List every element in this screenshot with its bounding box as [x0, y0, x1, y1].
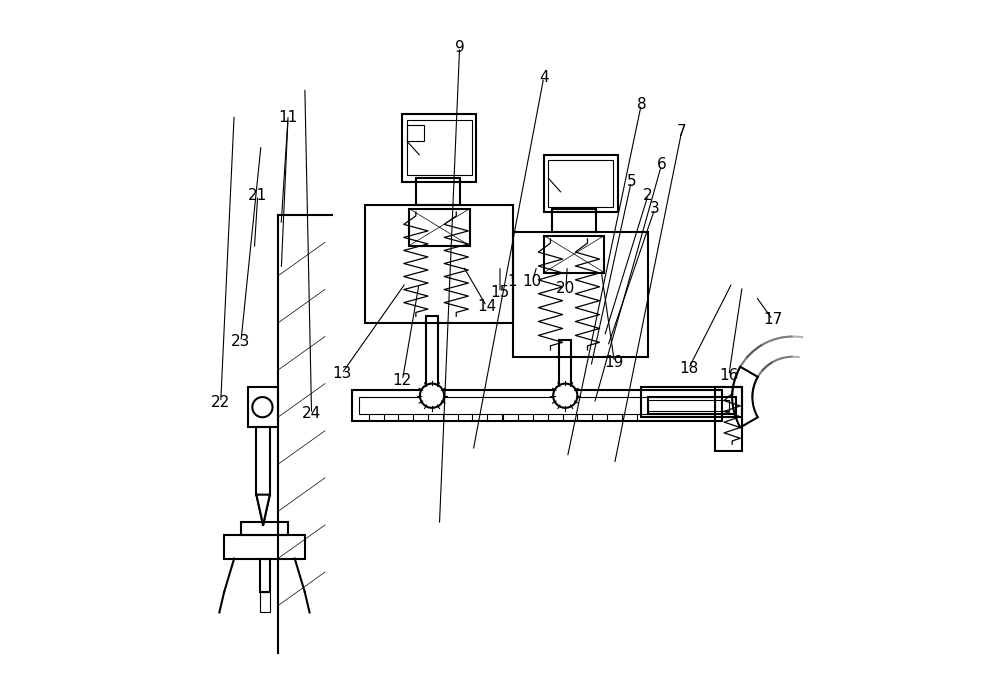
- Bar: [248, 387, 278, 427]
- Text: 11: 11: [278, 110, 298, 125]
- Text: 13: 13: [332, 366, 352, 381]
- Text: 3: 3: [650, 201, 660, 216]
- Circle shape: [420, 384, 444, 408]
- Bar: [552, 209, 596, 232]
- Bar: [256, 427, 270, 495]
- Bar: [352, 390, 722, 421]
- Bar: [641, 387, 742, 417]
- Text: 12: 12: [393, 373, 412, 388]
- Bar: [241, 522, 288, 535]
- Polygon shape: [256, 495, 270, 525]
- Text: 1: 1: [507, 274, 517, 289]
- Text: 5: 5: [626, 174, 636, 189]
- Bar: [407, 120, 472, 175]
- Bar: [426, 316, 438, 390]
- Text: 8: 8: [637, 97, 646, 112]
- Bar: [260, 592, 270, 612]
- Bar: [402, 114, 476, 182]
- Text: 22: 22: [211, 395, 230, 410]
- Bar: [260, 559, 270, 592]
- Text: 17: 17: [763, 312, 782, 327]
- Text: 4: 4: [539, 70, 549, 85]
- Bar: [224, 535, 305, 559]
- Text: 10: 10: [523, 274, 542, 289]
- Text: 15: 15: [490, 285, 510, 300]
- Text: 18: 18: [679, 361, 698, 376]
- Text: 7: 7: [677, 124, 687, 139]
- Text: 24: 24: [302, 406, 321, 421]
- Text: 21: 21: [248, 188, 267, 203]
- Bar: [648, 397, 736, 414]
- Bar: [548, 160, 613, 207]
- Bar: [544, 236, 604, 273]
- Text: 20: 20: [556, 281, 576, 295]
- Bar: [559, 340, 571, 390]
- Bar: [365, 205, 513, 323]
- Bar: [416, 178, 460, 205]
- Text: 9: 9: [455, 40, 464, 55]
- Text: 16: 16: [719, 368, 739, 383]
- Text: 2: 2: [643, 188, 653, 203]
- Text: 6: 6: [657, 157, 666, 172]
- Bar: [359, 397, 715, 414]
- Bar: [513, 232, 648, 357]
- Bar: [407, 125, 424, 141]
- Text: 14: 14: [477, 299, 496, 314]
- Text: 23: 23: [231, 334, 251, 349]
- Circle shape: [553, 384, 577, 408]
- Bar: [715, 387, 742, 451]
- Bar: [648, 400, 729, 411]
- Text: 19: 19: [605, 355, 624, 369]
- Bar: [544, 155, 618, 212]
- Bar: [409, 209, 470, 246]
